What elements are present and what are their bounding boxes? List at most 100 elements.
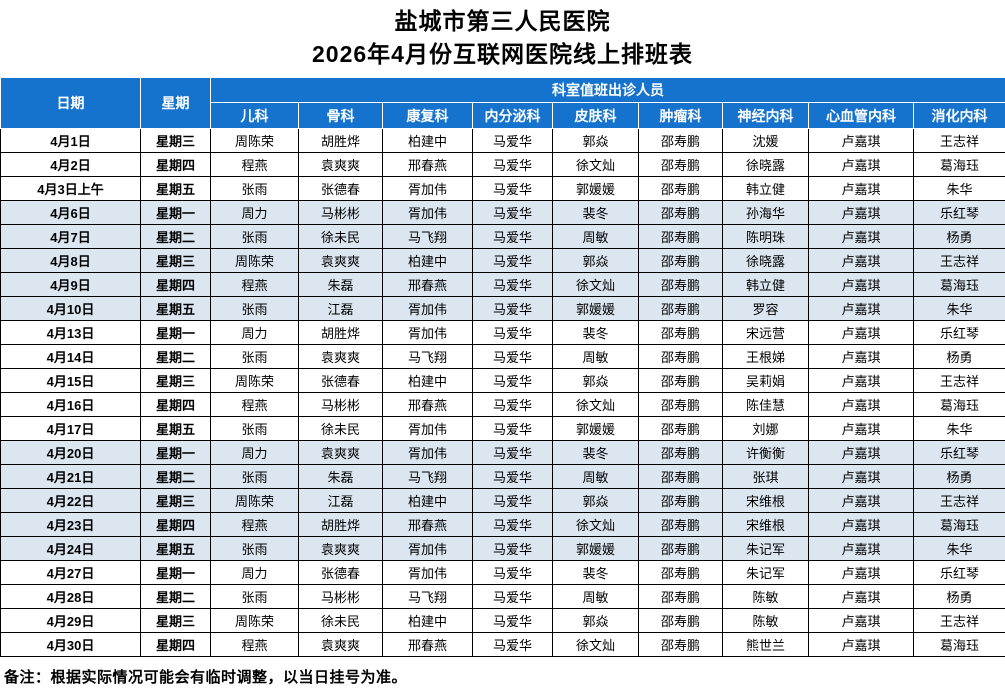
staff-cell: 卢嘉琪 bbox=[808, 296, 914, 321]
staff-cell: 张雨 bbox=[210, 416, 299, 441]
staff-cell: 郭媛媛 bbox=[552, 176, 639, 201]
staff-cell: 袁爽爽 bbox=[298, 440, 383, 465]
staff-cell: 马爱华 bbox=[472, 152, 553, 177]
staff-cell: 卢嘉琪 bbox=[808, 200, 914, 225]
date-cell: 4月29日 bbox=[0, 608, 141, 633]
staff-cell: 邵寿鹏 bbox=[638, 128, 723, 153]
staff-cell: 卢嘉琪 bbox=[808, 536, 914, 561]
staff-cell: 卢嘉琪 bbox=[808, 392, 914, 417]
staff-cell: 裴冬 bbox=[552, 200, 639, 225]
date-cell: 4月1日 bbox=[0, 128, 141, 153]
table-row: 4月21日 星期二 张雨 朱磊 马飞翔 马爱华 周敏 邵寿鹏 张琪 卢嘉琪 杨勇 bbox=[0, 464, 1005, 489]
staff-cell: 郭焱 bbox=[552, 608, 639, 633]
weekday-cell: 星期四 bbox=[140, 512, 211, 537]
staff-cell: 邵寿鹏 bbox=[638, 392, 723, 417]
staff-cell: 卢嘉琪 bbox=[808, 632, 914, 657]
weekday-cell: 星期二 bbox=[140, 464, 211, 489]
staff-cell: 周陈荣 bbox=[210, 368, 299, 393]
staff-cell: 韩立健 bbox=[722, 176, 809, 201]
staff-cell: 张雨 bbox=[210, 464, 299, 489]
staff-cell: 徐文灿 bbox=[552, 272, 639, 297]
staff-cell: 程燕 bbox=[210, 632, 299, 657]
col-header-weekday: 星期 bbox=[140, 77, 211, 129]
staff-cell: 邢春燕 bbox=[382, 392, 473, 417]
table-row: 4月29日 星期三 周陈荣 徐未民 柏建中 马爱华 郭焱 邵寿鹏 陈敏 卢嘉琪 王志祥 bbox=[0, 608, 1005, 633]
table-row: 4月20日 星期一 周力 袁爽爽 胥加伟 马爱华 裴冬 邵寿鹏 许衡衡 卢嘉琪 乐红琴 bbox=[0, 440, 1005, 465]
date-cell: 4月7日 bbox=[0, 224, 141, 249]
staff-cell: 邵寿鹏 bbox=[638, 440, 723, 465]
staff-cell: 郭焱 bbox=[552, 128, 639, 153]
staff-cell: 袁爽爽 bbox=[298, 344, 383, 369]
staff-cell: 马彬彬 bbox=[298, 392, 383, 417]
staff-cell: 周敏 bbox=[552, 464, 639, 489]
staff-cell: 罗容 bbox=[722, 296, 809, 321]
staff-cell: 袁爽爽 bbox=[298, 632, 383, 657]
staff-cell: 周敏 bbox=[552, 344, 639, 369]
staff-cell: 卢嘉琪 bbox=[808, 512, 914, 537]
staff-cell: 卢嘉琪 bbox=[808, 224, 914, 249]
staff-cell: 马爱华 bbox=[472, 368, 553, 393]
header-department-row: 儿科 骨科 康复科 内分泌科 皮肤科 肿瘤科 神经内科 心血管内科 消化内科 bbox=[1, 102, 1005, 129]
staff-cell: 吴莉娟 bbox=[722, 368, 809, 393]
staff-cell: 许衡衡 bbox=[722, 440, 809, 465]
staff-cell: 卢嘉琪 bbox=[808, 608, 914, 633]
staff-cell: 周力 bbox=[210, 560, 299, 585]
staff-cell: 马爱华 bbox=[472, 536, 553, 561]
staff-cell: 马爱华 bbox=[472, 464, 553, 489]
table-header: 日期 星期 科室值班出诊人员 儿科 骨科 康复科 内分泌科 皮肤科 肿瘤科 神经内科 心血管内… bbox=[0, 77, 1005, 129]
staff-cell: 卢嘉琪 bbox=[808, 344, 914, 369]
table-row: 4月17日 星期五 张雨 徐未民 胥加伟 马爱华 郭媛媛 邵寿鹏 刘娜 卢嘉琪 朱华 bbox=[0, 416, 1005, 441]
staff-cell: 邵寿鹏 bbox=[638, 152, 723, 177]
staff-cell: 王志祥 bbox=[912, 488, 1005, 513]
staff-cell: 王志祥 bbox=[912, 368, 1005, 393]
weekday-cell: 星期三 bbox=[140, 248, 211, 273]
staff-cell: 邵寿鹏 bbox=[638, 488, 723, 513]
staff-cell: 郭焱 bbox=[552, 488, 639, 513]
staff-cell: 王根娣 bbox=[722, 344, 809, 369]
staff-cell: 周陈荣 bbox=[210, 608, 299, 633]
staff-cell: 葛海珏 bbox=[912, 152, 1005, 177]
staff-cell: 马飞翔 bbox=[382, 344, 473, 369]
weekday-cell: 星期五 bbox=[140, 176, 211, 201]
staff-cell: 乐红琴 bbox=[912, 440, 1005, 465]
staff-cell: 卢嘉琪 bbox=[808, 488, 914, 513]
staff-cell: 裴冬 bbox=[552, 560, 639, 585]
staff-cell: 胥加伟 bbox=[382, 296, 473, 321]
staff-cell: 马爱华 bbox=[472, 560, 553, 585]
footer-note: 备注：根据实际情况可能会有临时调整，以当日挂号为准。 bbox=[4, 669, 408, 686]
table-row: 4月3日上午 星期五 张雨 张德春 胥加伟 马爱华 郭媛媛 邵寿鹏 韩立健 卢嘉琪 朱华 bbox=[0, 176, 1005, 201]
weekday-cell: 星期二 bbox=[140, 224, 211, 249]
staff-cell: 刘娜 bbox=[722, 416, 809, 441]
staff-cell: 乐红琴 bbox=[912, 200, 1005, 225]
staff-cell: 胡胜烨 bbox=[298, 128, 383, 153]
staff-cell: 马爱华 bbox=[472, 272, 553, 297]
table-row: 4月13日 星期一 周力 胡胜烨 胥加伟 马爱华 裴冬 邵寿鹏 宋远营 卢嘉琪 乐红琴 bbox=[0, 320, 1005, 345]
staff-cell: 郭媛媛 bbox=[552, 536, 639, 561]
staff-cell: 邵寿鹏 bbox=[638, 248, 723, 273]
staff-cell: 马爱华 bbox=[472, 344, 553, 369]
date-cell: 4月28日 bbox=[0, 584, 141, 609]
date-cell: 4月21日 bbox=[0, 464, 141, 489]
staff-cell: 周陈荣 bbox=[210, 248, 299, 273]
staff-cell: 邵寿鹏 bbox=[638, 176, 723, 201]
staff-cell: 宋维根 bbox=[722, 512, 809, 537]
staff-cell: 邵寿鹏 bbox=[638, 560, 723, 585]
staff-cell: 张雨 bbox=[210, 344, 299, 369]
staff-cell: 张雨 bbox=[210, 296, 299, 321]
staff-cell: 江磊 bbox=[298, 488, 383, 513]
staff-cell: 邢春燕 bbox=[382, 272, 473, 297]
date-cell: 4月23日 bbox=[0, 512, 141, 537]
date-cell: 4月10日 bbox=[0, 296, 141, 321]
staff-cell: 卢嘉琪 bbox=[808, 128, 914, 153]
staff-cell: 柏建中 bbox=[382, 128, 473, 153]
staff-cell: 程燕 bbox=[210, 512, 299, 537]
staff-cell: 葛海珏 bbox=[912, 632, 1005, 657]
date-cell: 4月27日 bbox=[0, 560, 141, 585]
staff-cell: 裴冬 bbox=[552, 440, 639, 465]
staff-cell: 葛海珏 bbox=[912, 272, 1005, 297]
staff-cell: 张德春 bbox=[298, 176, 383, 201]
weekday-cell: 星期三 bbox=[140, 128, 211, 153]
staff-cell: 杨勇 bbox=[912, 464, 1005, 489]
staff-cell: 周力 bbox=[210, 320, 299, 345]
weekday-cell: 星期四 bbox=[140, 152, 211, 177]
